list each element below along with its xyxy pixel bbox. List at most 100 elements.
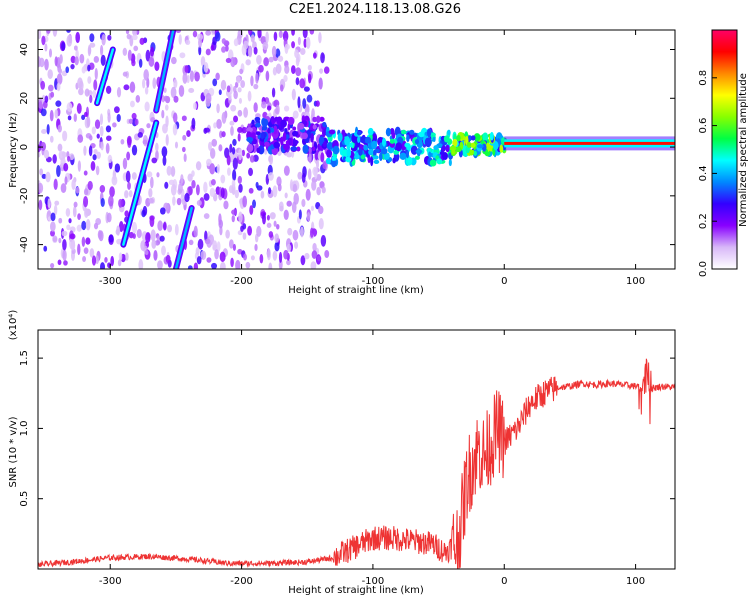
spectrogram-band-cell	[326, 141, 334, 150]
spectrogram-noise-cell	[81, 66, 86, 74]
spectrogram-noise-cell	[220, 174, 226, 184]
spectrogram-noise-cell	[196, 200, 202, 206]
spectrogram-noise-cell	[47, 69, 53, 80]
spectrogram-noise-cell	[149, 215, 155, 228]
spectrogram-noise-cell	[135, 95, 141, 103]
y-tick-label: 1.5	[19, 350, 30, 366]
spectrogram-band-cell	[364, 136, 372, 144]
spectrogram-noise-cell	[60, 183, 67, 194]
spectrogram-noise-cell	[303, 86, 310, 92]
spectrogram-band-cell	[371, 140, 378, 150]
spectrogram-noise-cell	[238, 148, 243, 161]
spectrogram-noise-cell	[54, 109, 59, 119]
spectrogram-band-cell	[331, 156, 336, 161]
spectrogram-band-cell	[447, 129, 451, 136]
spectrogram-noise-cell	[116, 225, 121, 236]
spectrogram-noise-cell	[81, 236, 86, 247]
spectrogram-noise-cell	[268, 262, 273, 269]
spectrogram-noise	[38, 30, 330, 269]
spectrogram-noise-cell	[216, 241, 221, 252]
spectrogram-noise-cell	[128, 118, 133, 124]
spectrogram-noise-cell	[191, 117, 196, 130]
spectrogram-noise-cell	[243, 253, 247, 261]
spectrogram-noise-cell	[216, 164, 220, 174]
spectrogram-noise-cell	[79, 80, 84, 91]
spectrogram-band-cell	[288, 137, 292, 146]
spectrogram-noise-cell	[219, 261, 226, 269]
spectrogram-noise-cell	[43, 149, 50, 159]
spectrogram-noise-cell	[91, 126, 96, 135]
spectrogram-noise-cell	[286, 151, 293, 158]
spectrogram-noise-cell	[93, 56, 100, 63]
spectrogram-noise-cell	[146, 171, 153, 178]
spectrogram-band-cell	[316, 115, 321, 124]
spectrogram-noise-cell	[156, 172, 160, 178]
spectrogram-noise-cell	[62, 130, 68, 142]
spectrogram-noise-cell	[238, 97, 243, 104]
spectrogram-noise-cell	[47, 198, 51, 209]
spectrogram-noise-cell	[89, 33, 95, 42]
spectrogram-noise-cell	[144, 86, 149, 95]
spectrogram-noise-cell	[89, 135, 93, 141]
spectrogram-noise-cell	[280, 84, 284, 92]
spectrogram-band-cell	[357, 136, 361, 144]
spectrogram-noise-cell	[93, 149, 98, 155]
spectrogram-noise-cell	[321, 186, 326, 194]
spectrogram-noise-cell	[150, 229, 156, 242]
spectrogram-band-cell	[379, 152, 383, 162]
spectrogram-noise-cell	[248, 30, 253, 36]
spectrogram-noise-cell	[165, 254, 171, 264]
spectrogram-noise-cell	[304, 252, 310, 260]
spectrogram-band-cell	[296, 146, 301, 152]
spectrogram-band-cell	[400, 129, 407, 135]
page-title: C2E1.2024.118.13.08.G26	[288, 2, 462, 17]
spectrogram-noise-cell	[205, 92, 212, 104]
spectrogram-band-cell	[270, 127, 275, 133]
x-tick-label: 100	[626, 276, 645, 287]
spectrogram-noise-cell	[186, 130, 191, 138]
x-tick-label: -200	[230, 576, 253, 587]
spectrogram-noise-cell	[184, 192, 190, 203]
spectrogram-noise-cell	[58, 68, 63, 74]
spectrogram-noise-cell	[69, 153, 75, 161]
spectrogram-band-cell	[424, 137, 432, 148]
spectrogram-noise-cell	[50, 212, 56, 222]
spectrogram-band-cell	[282, 143, 290, 151]
spectrogram-noise-cell	[139, 37, 145, 46]
spectrogram-noise-cell	[77, 134, 84, 143]
spectrogram-noise-cell	[128, 231, 134, 239]
spectrogram-band-cell	[280, 119, 287, 128]
spectrogram-noise-cell	[132, 34, 138, 41]
spectrogram-streak	[122, 121, 158, 246]
spectrogram-band-cell	[271, 115, 275, 125]
spectrogram-noise-cell	[221, 38, 226, 44]
spectrogram-noise-cell	[48, 84, 54, 92]
spectrogram-noise-cell	[39, 168, 44, 176]
spectrogram-band-cell	[392, 157, 396, 164]
spectrogram-noise-cell	[138, 58, 143, 68]
spectrogram-noise-cell	[155, 149, 159, 161]
spectrogram-noise-cell	[111, 175, 118, 186]
spectrogram-noise-cell	[262, 212, 266, 225]
spectrogram-noise-cell	[243, 107, 248, 118]
spectrogram-noise-cell	[162, 155, 167, 166]
spectrogram-noise-cell	[83, 188, 89, 196]
spectrogram-noise-cell	[114, 163, 121, 173]
spectrogram-noise-cell	[199, 197, 205, 209]
spectrogram-noise-cell	[94, 67, 98, 80]
spectrogram-noise-cell	[105, 143, 110, 154]
spectrogram-band-cell	[292, 130, 299, 137]
spectrogram-noise-cell	[165, 115, 169, 128]
spectrogram-noise-cell	[312, 242, 317, 252]
spectrogram-noise-cell	[56, 82, 61, 92]
spectrogram-noise-cell	[154, 61, 160, 72]
spectrogram-noise-cell	[297, 96, 301, 109]
spectrogram-noise-cell	[250, 255, 255, 261]
spectrogram-noise-cell	[248, 48, 253, 58]
spectrogram-band-cell	[322, 121, 327, 128]
spectrogram-noise-cell	[284, 192, 288, 199]
spectrogram-noise-cell	[41, 173, 47, 179]
spectrogram-noise-cell	[100, 54, 106, 66]
spectrogram-noise-cell	[61, 151, 67, 158]
spectrogram-noise-cell	[212, 240, 218, 251]
